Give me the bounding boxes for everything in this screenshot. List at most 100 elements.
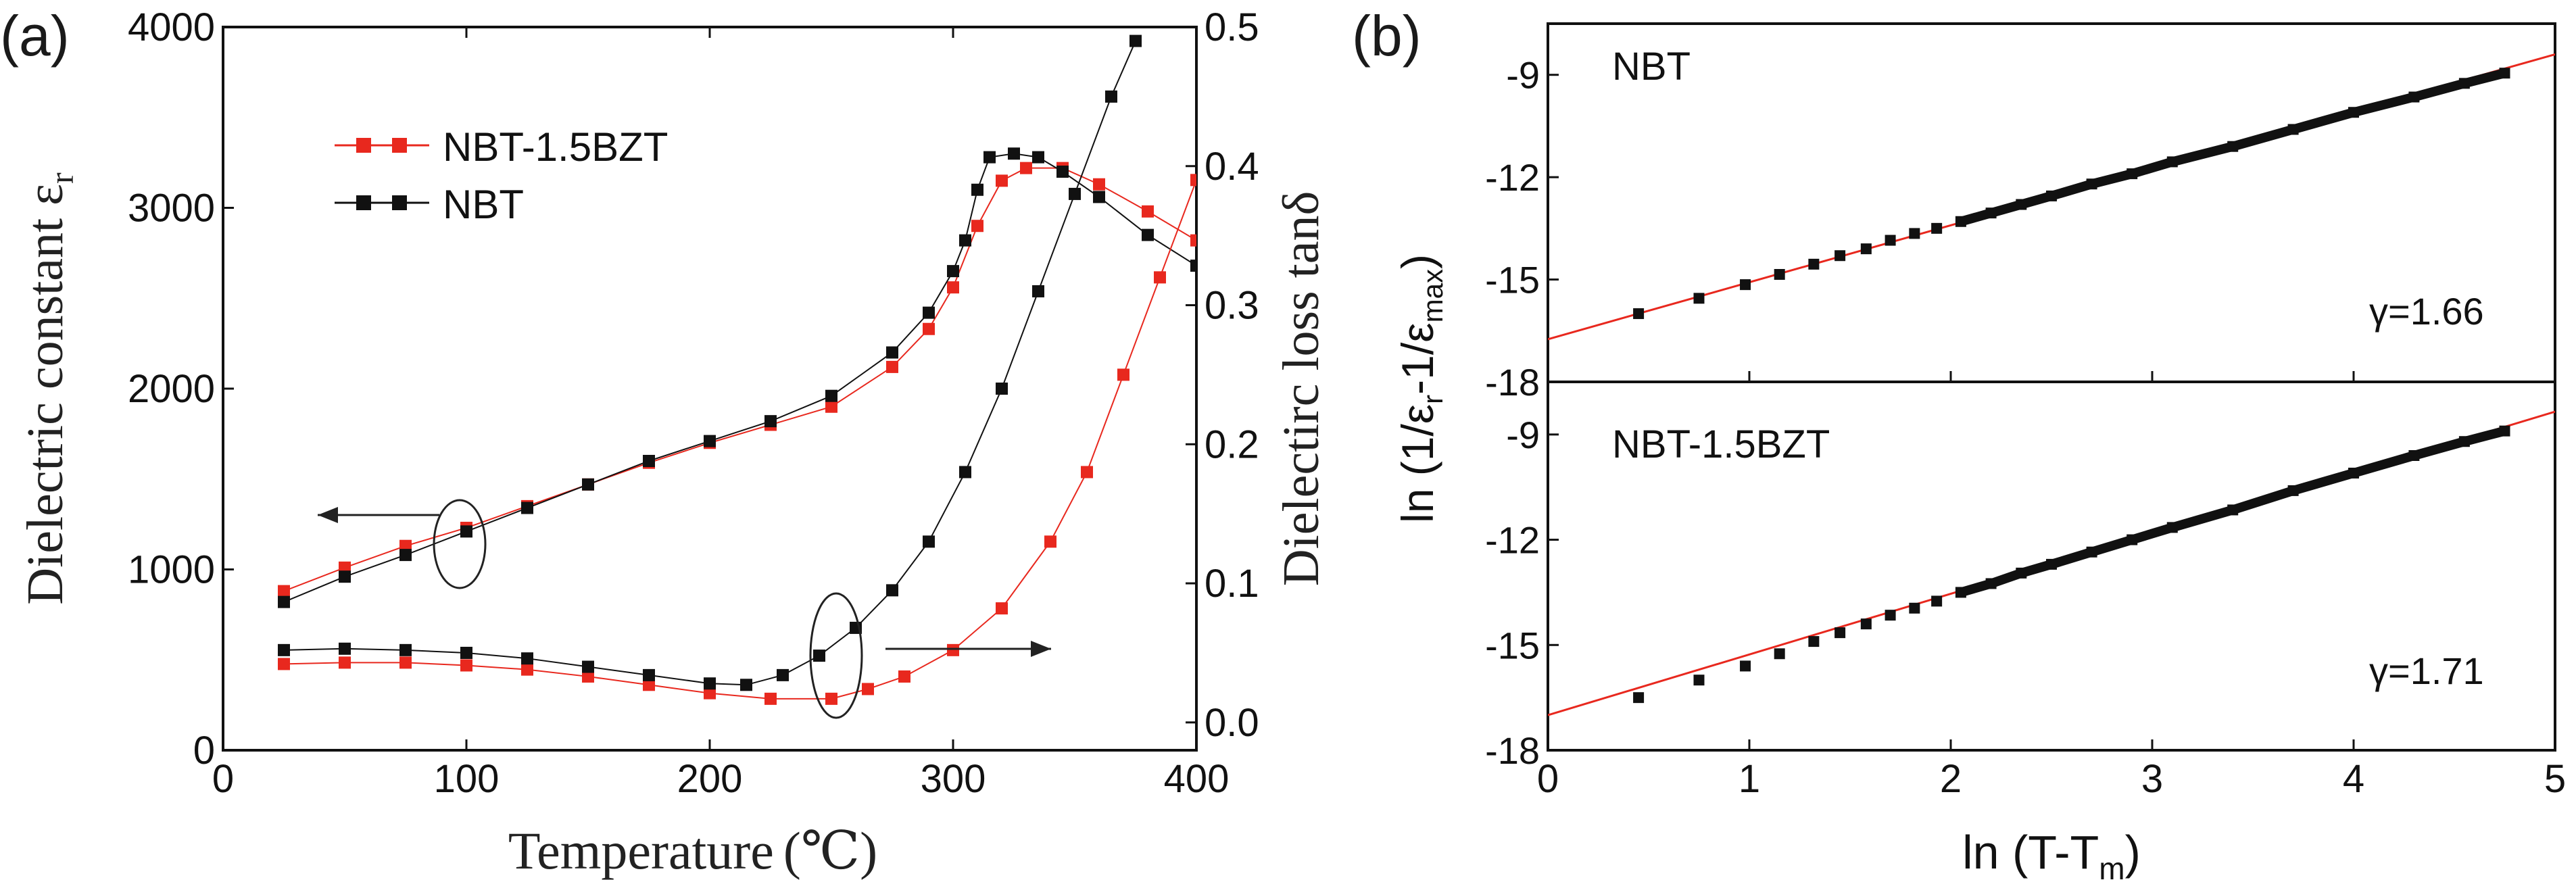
data-point [1093, 178, 1105, 191]
data-point [1909, 228, 1920, 239]
a-y-left-tick-label: 0 [193, 729, 215, 773]
data-point [1860, 243, 1872, 255]
data-point [643, 455, 655, 467]
panel-a-label: (a) [0, 4, 70, 68]
data-point [582, 478, 594, 491]
panel-a-x-axis: 0 100 200 300 400 [212, 27, 1230, 801]
panel-a-y-right-title: Dielectirc loss tanδ [1273, 191, 1330, 587]
a-y-left-tick-label: 3000 [128, 187, 215, 230]
subplot-label-nbt: NBT [1612, 45, 1691, 89]
gamma-label-nbt: γ=1.66 [2369, 290, 2484, 333]
legend-item-nbt-1-5bzt: NBT-1.5BZT [335, 124, 668, 170]
data-point [704, 677, 716, 690]
data-point [460, 525, 472, 538]
data-point [1190, 174, 1196, 187]
b-y-tick-label: -9 [1506, 414, 1540, 456]
b-x-tick-label: 1 [1739, 757, 1760, 801]
panel-b-top-series [1548, 53, 2555, 341]
panel-a-x-title: Temperature (℃) [508, 821, 877, 880]
panel-a-legend: NBT-1.5BZT NBT [335, 124, 668, 227]
b-x-tick-label: 3 [2141, 757, 2163, 801]
gamma-label-nbt-1-5bzt: γ=1.71 [2369, 650, 2484, 692]
data-point [1860, 618, 1872, 630]
data-point [1044, 535, 1056, 548]
b-y-tick-label: -18 [1485, 729, 1540, 772]
panel-b-frame [1547, 22, 2556, 752]
panel-b-x-title: ln (T-Tm) [1962, 826, 2141, 880]
data-point [1020, 162, 1032, 174]
data-point [1081, 466, 1093, 479]
data-point [1154, 271, 1166, 284]
data-point [862, 683, 874, 695]
arrow-left-annotation [318, 507, 439, 523]
data-point [339, 642, 351, 655]
panel-b: (b) 0 1 2 3 4 5 -9 -12 -15 -18 -9 -12 -15 -18 NBT γ=1… [1352, 4, 2566, 880]
panel-b-y-title-prefix: ln (1/ε [1392, 404, 1442, 523]
data-point [1633, 692, 1645, 704]
b-x-tick-label: 4 [2343, 757, 2364, 801]
data-point [1774, 648, 1785, 660]
data-point [764, 692, 777, 705]
data-point [704, 435, 716, 447]
data-point [1105, 90, 1117, 103]
data-point [886, 584, 898, 597]
data-point [1693, 675, 1705, 686]
data-point [996, 602, 1008, 615]
series-nbt-dielectric-constant [278, 147, 1196, 608]
b-y-tick-label: -15 [1485, 259, 1540, 301]
legend-item-nbt: NBT [335, 182, 524, 227]
svg-text:ln (1/εr-1/εmax): ln (1/εr-1/εmax) [1392, 254, 1449, 523]
ellipse-annotation-left [433, 499, 487, 589]
panel-a-frame [222, 26, 1198, 752]
data-point [1693, 293, 1705, 304]
panel-a-y-left-title: Dielectric constant εr [17, 172, 80, 605]
panel-a-series [278, 34, 1196, 705]
data-point [1032, 151, 1044, 164]
panel-a-x-title-unit: (℃) [783, 821, 877, 880]
data-point [825, 389, 837, 402]
data-point [339, 656, 351, 669]
data-point [1142, 205, 1154, 218]
a-y-right-tick-label: 0.1 [1205, 562, 1259, 606]
panel-b-y-title: ln (1/εr-1/εmax) [1392, 254, 1449, 523]
b-y-tick-label: -9 [1506, 54, 1540, 97]
legend-label-nbt-1-5bzt: NBT-1.5BZT [443, 124, 668, 170]
a-x-tick-label: 0 [212, 757, 234, 801]
series-line [283, 179, 1196, 700]
data-point [521, 502, 533, 514]
data-point [1740, 660, 1751, 672]
data-point [521, 663, 533, 676]
data-point [1909, 602, 1920, 614]
data-point [521, 652, 533, 665]
series-line [283, 41, 1136, 686]
data-point [339, 570, 351, 583]
data-point [1931, 595, 1943, 607]
data-point [813, 650, 825, 662]
panel-b-axes: 0 1 2 3 4 5 -9 -12 -15 -18 -9 -12 -15 -18 [1485, 54, 2566, 801]
svg-text:Dielectirc loss tanδ: Dielectirc loss tanδ [1273, 191, 1330, 587]
data-point [959, 234, 971, 247]
a-y-right-tick-label: 0.5 [1205, 5, 1259, 49]
a-x-tick-label: 400 [1164, 757, 1230, 801]
panel-b-y-title-sub2: max [1417, 269, 1449, 322]
b-x-tick-label: 2 [1940, 757, 1962, 801]
data-point [1117, 368, 1129, 381]
data-point [1032, 285, 1044, 297]
panel-b-y-title-sub1: r [1417, 395, 1449, 404]
data-point [1008, 147, 1020, 160]
data-point [825, 692, 837, 705]
panel-a-y-left-title-main: Dielectric constant ε [17, 184, 74, 605]
data-point [959, 466, 971, 479]
data-point [399, 643, 412, 656]
a-x-tick-label: 200 [677, 757, 743, 801]
a-y-left-tick-label: 2000 [128, 367, 215, 411]
data-point [886, 360, 898, 373]
panel-b-y-title-mid: -1/ε [1392, 322, 1442, 394]
data-point [923, 322, 935, 335]
b-y-tick-label: -12 [1485, 519, 1540, 562]
dense-point-band [1955, 426, 2510, 597]
arrow-right-annotation [885, 641, 1051, 657]
data-point [278, 658, 290, 670]
data-point [923, 306, 935, 319]
